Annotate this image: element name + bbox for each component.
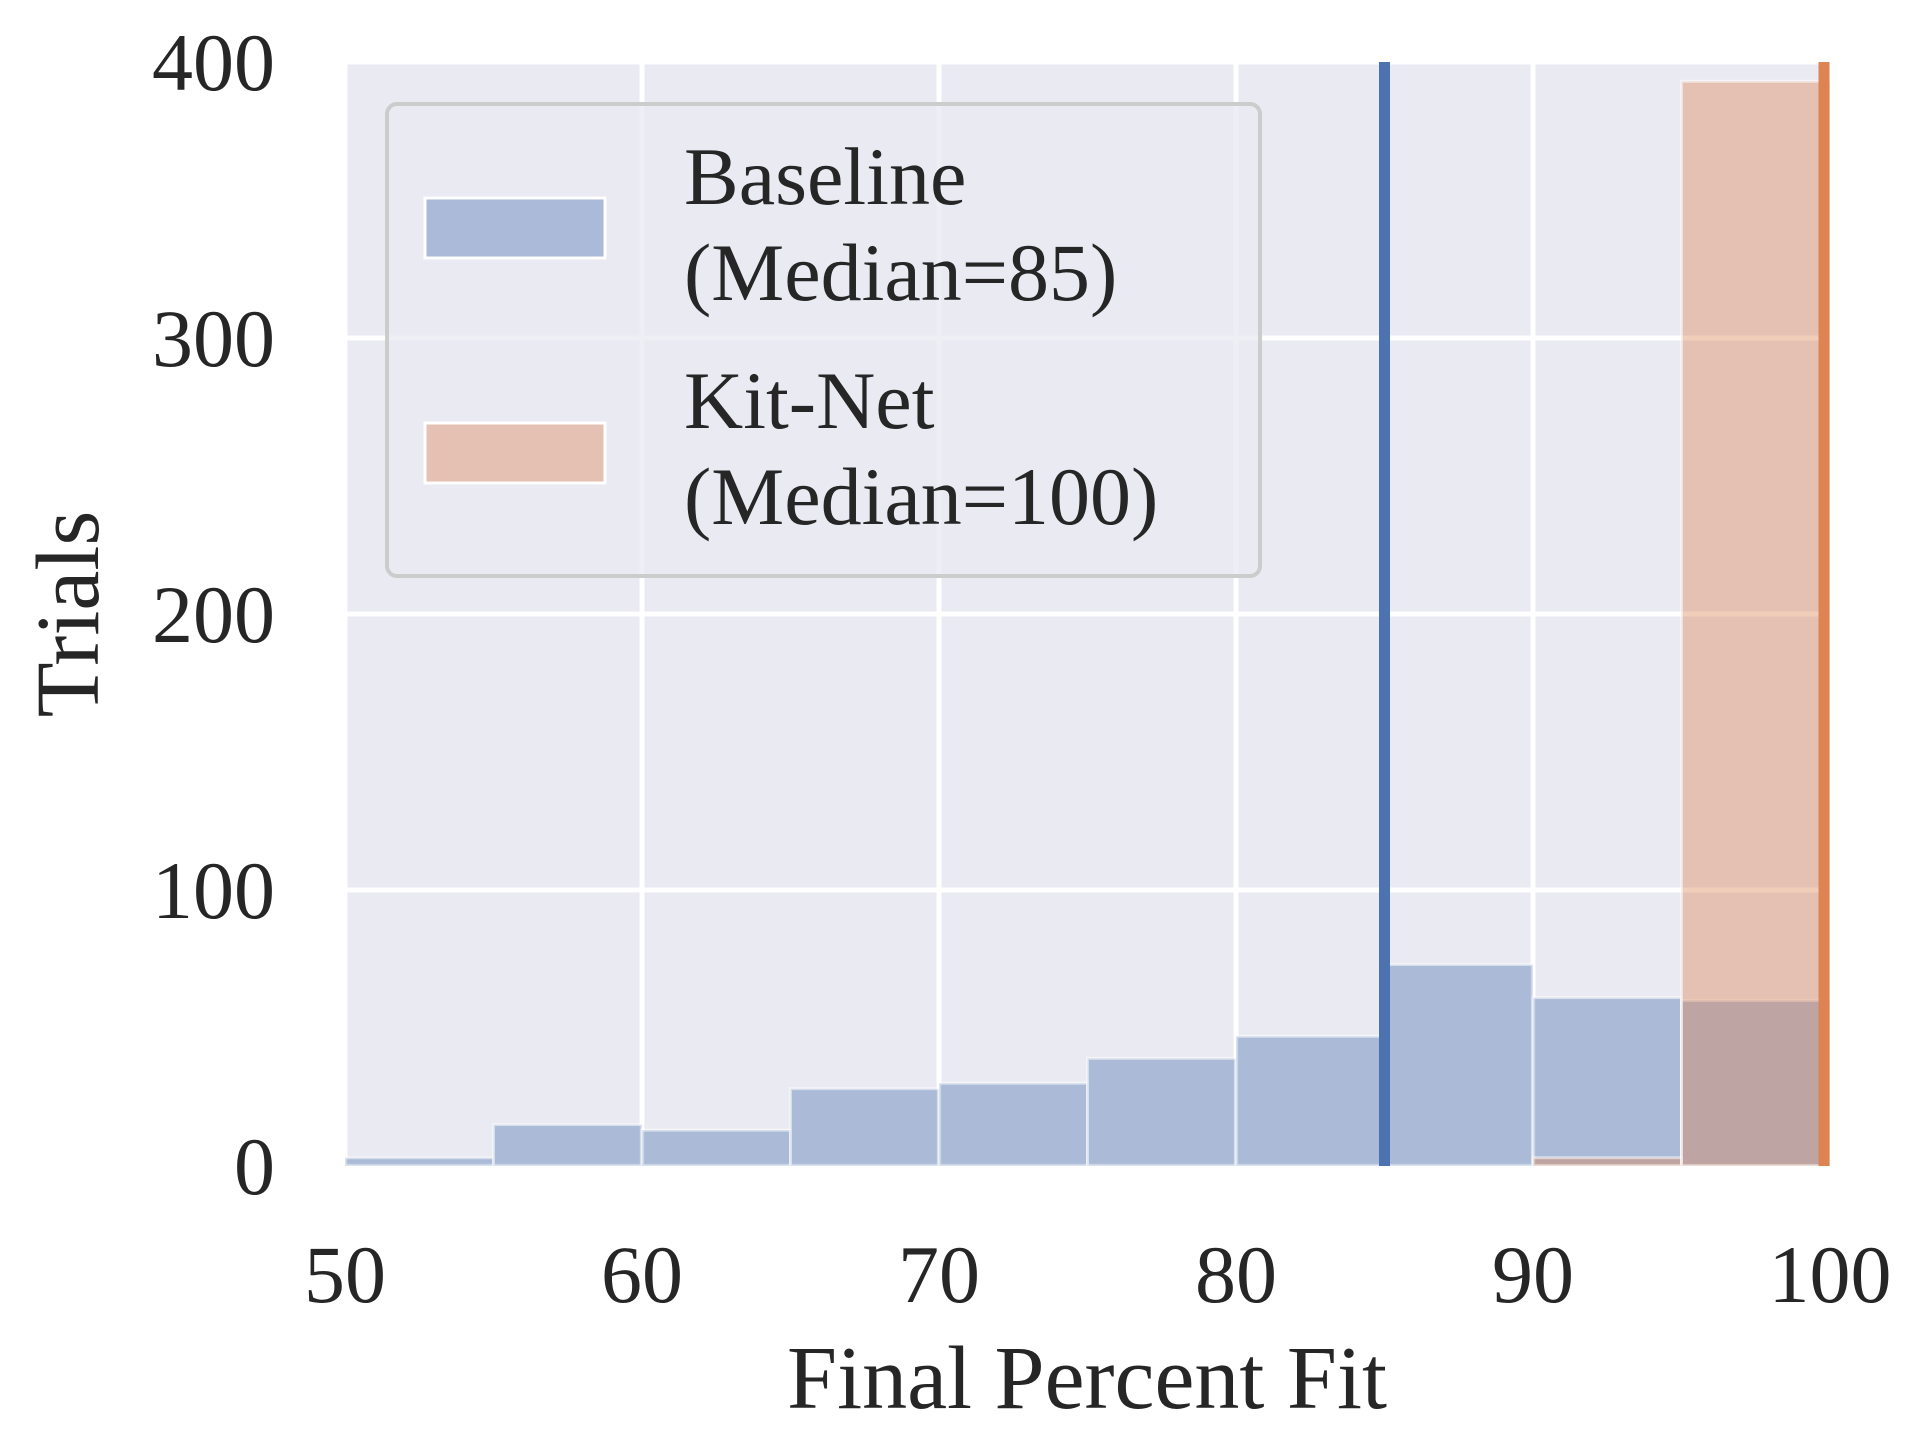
legend-swatch-baseline (423, 196, 607, 260)
bar-baseline (1234, 1034, 1386, 1168)
x-axis-label: Final Percent Fit (787, 1329, 1387, 1428)
bar-baseline (1531, 996, 1683, 1168)
y-axis-label: Trials (19, 511, 118, 718)
y-tick-label: 400 (152, 17, 275, 108)
histogram-bars (343, 79, 1832, 1168)
legend-label-baseline-median: (Median=85) (684, 227, 1117, 318)
bar-baseline (937, 1081, 1089, 1168)
legend: Baseline (Median=85) Kit-Net (Median=100… (385, 102, 1262, 578)
x-tick-label: 50 (304, 1229, 386, 1320)
y-tick-label: 100 (152, 845, 275, 936)
y-tick-label: 200 (152, 569, 275, 660)
x-tick-labels: 50 60 70 80 90 100 (304, 1229, 1892, 1320)
y-tick-label: 0 (234, 1121, 275, 1212)
bar-baseline (343, 1156, 495, 1168)
x-tick-label: 70 (898, 1229, 980, 1320)
legend-label-baseline-name: Baseline (684, 131, 966, 222)
bar-baseline (1680, 998, 1832, 1168)
bar-baseline (789, 1087, 941, 1168)
bar-baseline (640, 1128, 792, 1168)
x-tick-label: 100 (1769, 1229, 1892, 1320)
x-tick-label: 90 (1492, 1229, 1574, 1320)
bar-baseline (492, 1123, 644, 1168)
y-tick-label: 300 (152, 293, 275, 384)
legend-swatch-kit-net (423, 421, 607, 485)
y-tick-labels: 0 100 200 300 400 (152, 17, 275, 1212)
bar-kit-net (1531, 1156, 1683, 1168)
bar-kit-net (1680, 79, 1832, 1168)
median-lines (1379, 62, 1830, 1166)
x-tick-label: 60 (601, 1229, 683, 1320)
x-tick-label: 80 (1195, 1229, 1277, 1320)
legend-label-kit-net-median: (Median=100) (684, 451, 1158, 542)
legend-label-kit-net-name: Kit-Net (684, 355, 935, 446)
bar-baseline (1086, 1056, 1238, 1168)
bar-baseline (1383, 963, 1535, 1168)
